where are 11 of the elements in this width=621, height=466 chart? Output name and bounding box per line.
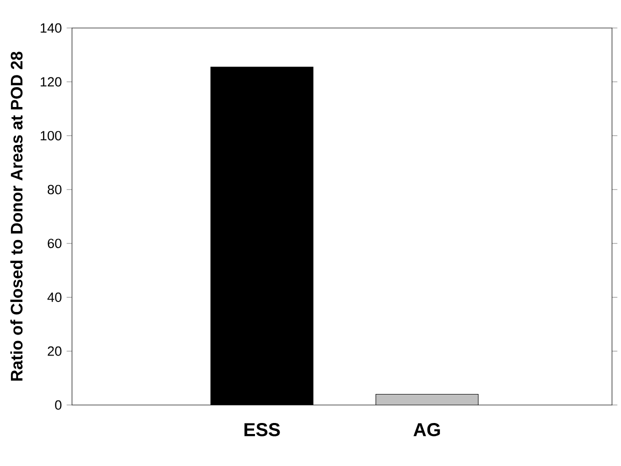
y-tick-label: 20 xyxy=(48,346,62,356)
y-tick-label: 60 xyxy=(48,238,62,248)
x-tick-label: ESS xyxy=(244,423,280,436)
y-tick-label: 140 xyxy=(40,23,62,33)
y-tick-label: 120 xyxy=(40,77,62,87)
y-tick-label: 0 xyxy=(55,400,62,410)
y-tick-label: 100 xyxy=(40,130,62,140)
y-axis-title: Ratio of Closed to Donor Areas at POD 28 xyxy=(10,52,23,381)
x-tick-label: AG xyxy=(414,423,440,436)
y-tick-label: 80 xyxy=(48,184,62,194)
y-tick-label: 40 xyxy=(47,292,62,302)
